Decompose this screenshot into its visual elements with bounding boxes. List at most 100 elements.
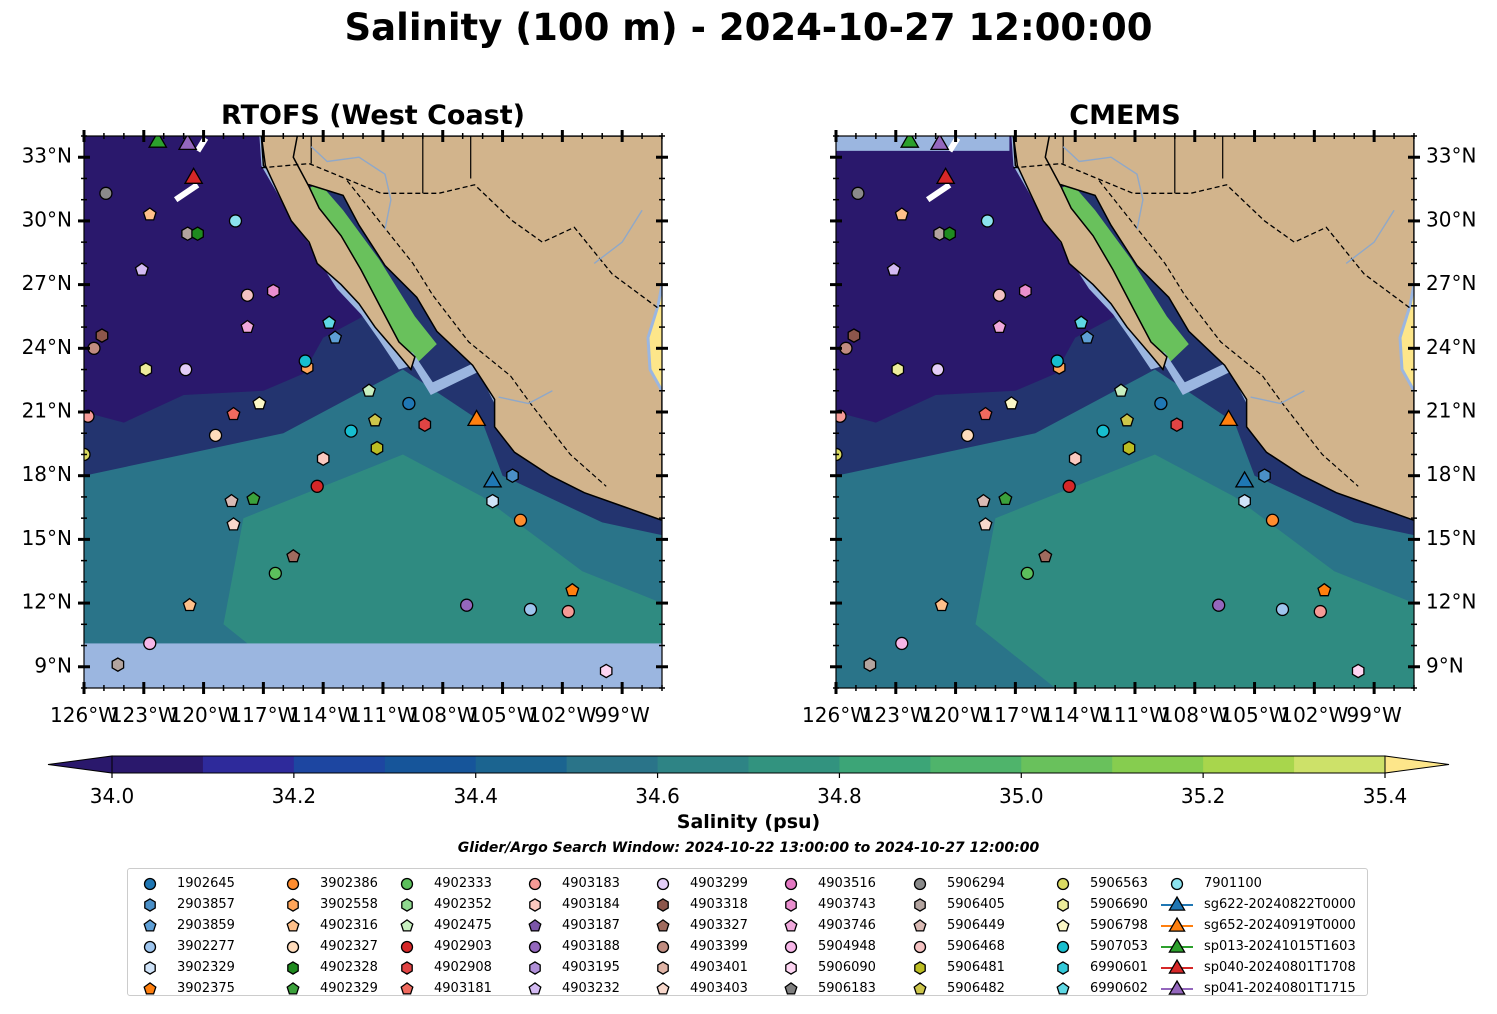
argo-float-marker	[943, 226, 956, 242]
legend-marker	[785, 898, 797, 912]
legend-marker	[913, 877, 927, 891]
legend-label: 5906482	[947, 981, 1005, 996]
legend-entry: 5906090	[774, 957, 876, 978]
legend-label: 4903188	[562, 939, 620, 954]
colorbar-label: Salinity (psu)	[676, 811, 821, 833]
lat-tick-label: 15°N	[22, 526, 72, 550]
legend-symbol	[529, 898, 541, 912]
legend-triangle	[1168, 937, 1186, 953]
legend-column: 5906294 5906405 5906449 5906468 5906481 59064…	[903, 873, 1005, 999]
legend-label: 4902329	[320, 981, 378, 996]
legend-marker	[400, 877, 414, 891]
legend-marker	[143, 919, 157, 932]
argo-float-marker	[1020, 566, 1034, 581]
legend-label: 4903232	[562, 981, 620, 996]
legend-symbol	[143, 940, 157, 954]
lat-tick-label: 33°N	[22, 144, 72, 168]
legend-symbol	[657, 961, 669, 975]
lat-tick-label: 21°N	[1426, 399, 1476, 423]
legend-marker	[528, 982, 542, 995]
legend-label: 5904948	[818, 939, 876, 954]
colorbar-segment	[475, 756, 568, 773]
argo-float-marker	[224, 493, 239, 508]
legend-symbol	[913, 877, 927, 891]
legend-label: 4903181	[434, 981, 492, 996]
legend-entry: 5906563	[1046, 873, 1148, 894]
lon-tick-label: 102°W	[528, 703, 596, 727]
colorbar-tick-label: 34.0	[90, 784, 135, 808]
argo-float-marker	[1018, 283, 1032, 299]
legend-label: 5906798	[1090, 918, 1148, 933]
legend-entry: 4903318	[646, 894, 748, 915]
argo-float-marker	[894, 207, 909, 221]
legend-symbol	[784, 940, 798, 954]
legend-symbol	[914, 898, 926, 912]
legend-entry: 4902328	[276, 957, 378, 978]
legend-marker	[914, 898, 926, 912]
legend-symbol	[287, 898, 299, 912]
legend-marker	[913, 919, 927, 932]
legend-column: 3902386 3902558 4902316 4902327 4902328 49023…	[276, 873, 378, 999]
argo-float-marker	[1080, 330, 1095, 344]
legend-symbol	[144, 898, 156, 912]
lat-tick-label: 12°N	[1426, 590, 1476, 614]
legend-entry: 5906183	[774, 978, 876, 999]
legend-marker	[286, 877, 300, 891]
lat-tick-label: 15°N	[1426, 526, 1476, 550]
legend-symbol	[1057, 898, 1069, 912]
legend-marker	[143, 940, 157, 954]
legend-label: 4902352	[434, 897, 492, 912]
argo-float-marker	[980, 214, 995, 228]
lon-tick-label: 126°W	[50, 703, 118, 727]
legend-symbol	[784, 919, 798, 932]
colorbar-segment	[566, 756, 659, 773]
legend-marker	[400, 982, 414, 995]
argo-float-marker	[268, 566, 282, 581]
colorbar-segment	[112, 756, 204, 773]
argo-float-marker	[992, 288, 1007, 302]
legend-symbol	[286, 940, 300, 954]
argo-float-marker	[95, 328, 109, 343]
argo-float-marker	[266, 283, 280, 299]
legend-entry: 5906405	[903, 894, 1005, 915]
colorbar-tick-label: 34.6	[635, 784, 680, 808]
lat-tick-label: 21°N	[22, 399, 72, 423]
argo-float-marker	[978, 406, 993, 421]
legend-label: 4903743	[818, 897, 876, 912]
legend-symbol	[913, 919, 927, 932]
legend-symbol	[1056, 940, 1070, 954]
argo-float-marker	[863, 657, 877, 672]
legend-symbol	[400, 877, 414, 891]
legend-label: 4903195	[562, 960, 620, 975]
argo-float-marker	[298, 354, 312, 368]
legend-symbol	[1056, 877, 1070, 891]
legend-label: 4902316	[320, 918, 378, 933]
glider-marker	[147, 136, 168, 148]
river	[498, 390, 553, 405]
legend-entry: 4903401	[646, 957, 748, 978]
argo-float-marker	[328, 330, 343, 344]
legend-marker	[1161, 916, 1193, 932]
legend-label: 4902333	[434, 876, 492, 891]
argo-float-marker	[895, 636, 909, 651]
legend-entry: sp040-20240801T1708	[1160, 957, 1356, 978]
legend-label: 6990602	[1090, 981, 1148, 996]
legend-symbol	[529, 961, 541, 975]
legend-entry: 5904948	[774, 936, 876, 957]
legend-marker	[656, 919, 670, 932]
legend-symbol	[656, 982, 670, 995]
gulf-of-california	[1059, 182, 1189, 364]
legend-label: 3902329	[177, 960, 235, 975]
legend-label: 3902277	[177, 939, 235, 954]
legend-triangle	[1168, 895, 1186, 911]
legend-marker	[784, 919, 798, 932]
argo-float-marker	[1004, 396, 1019, 410]
legend-symbol	[143, 982, 157, 995]
glider-marker	[935, 166, 956, 184]
colorbar-tick-label: 34.2	[272, 784, 317, 808]
legend-label: 4903318	[690, 897, 748, 912]
legend-entry: 4902475	[390, 915, 492, 936]
legend-entry: 3902277	[133, 936, 235, 957]
lon-tick-label: 102°W	[1280, 703, 1348, 727]
argo-float-marker	[513, 513, 528, 527]
